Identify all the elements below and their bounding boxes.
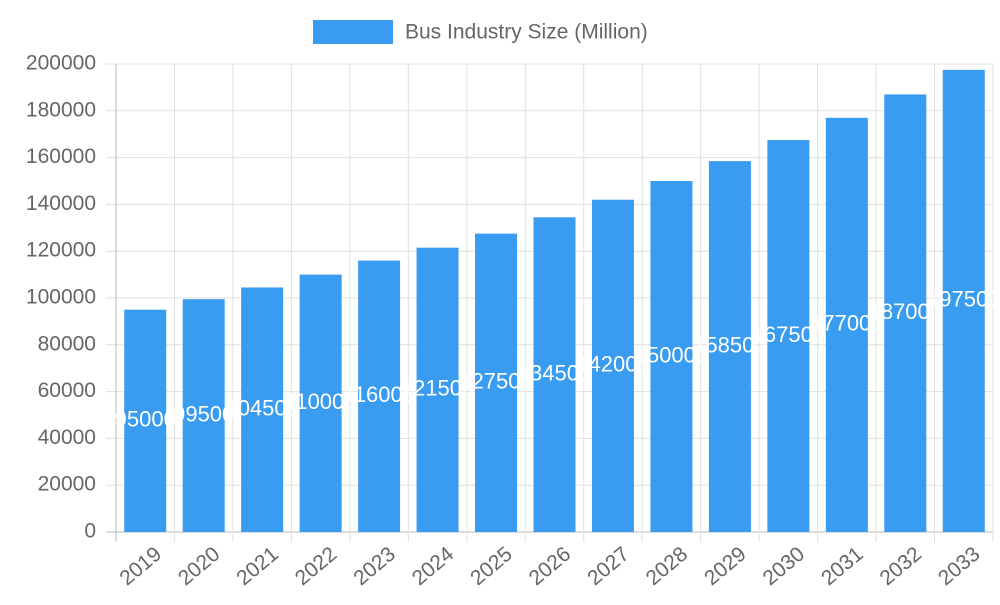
x-tick-label: 2033 <box>934 542 985 590</box>
bar <box>299 274 342 532</box>
data-label: 110000 <box>285 389 357 414</box>
bar <box>942 69 985 532</box>
bar <box>884 94 927 533</box>
x-tick-label: 2019 <box>115 542 166 590</box>
x-tick-label: 2024 <box>408 542 459 590</box>
y-tick-label: 60000 <box>38 379 96 402</box>
x-tick-label: 2029 <box>700 542 751 590</box>
x-tick-label: 2020 <box>174 542 225 590</box>
bar <box>358 260 401 532</box>
data-label: 142000 <box>576 352 649 377</box>
bar <box>124 309 167 532</box>
y-tick-label: 100000 <box>26 286 96 309</box>
bar <box>767 140 810 533</box>
bar <box>241 287 284 532</box>
y-tick-label: 160000 <box>26 145 96 168</box>
x-tick-label: 2028 <box>642 542 693 590</box>
data-label: 99500 <box>173 401 234 426</box>
data-label: 197500 <box>927 287 1000 312</box>
y-tick-label: 120000 <box>26 239 96 262</box>
x-tick-label: 2026 <box>525 542 576 590</box>
bar <box>182 299 225 532</box>
x-tick-label: 2022 <box>291 542 342 590</box>
x-tick-label: 2030 <box>759 542 810 590</box>
data-label: 116000 <box>343 382 415 407</box>
bar <box>708 161 751 533</box>
legend-swatch <box>313 20 393 44</box>
bar <box>650 181 693 532</box>
data-label: 167500 <box>752 322 825 347</box>
y-tick-label: 0 <box>84 520 96 543</box>
data-label: 127500 <box>459 369 532 394</box>
bar <box>591 199 634 532</box>
data-label: 121500 <box>401 376 474 401</box>
y-tick-label: 140000 <box>26 192 96 215</box>
legend-label: Bus Industry Size (Million) <box>405 21 648 44</box>
data-label: 104500 <box>225 396 298 421</box>
data-label: 134500 <box>518 360 591 385</box>
bar <box>825 117 868 532</box>
y-tick-label: 180000 <box>26 98 96 121</box>
bar <box>533 217 576 532</box>
data-label: 150000 <box>635 342 708 367</box>
data-label: 95000 <box>115 407 176 432</box>
y-tick-label: 80000 <box>38 332 96 355</box>
x-tick-label: 2023 <box>349 542 400 590</box>
x-tick-label: 2027 <box>583 542 634 590</box>
y-tick-label: 40000 <box>38 426 96 449</box>
data-label: 158500 <box>693 332 766 357</box>
x-tick-label: 2031 <box>817 542 868 590</box>
x-tick-label: 2032 <box>876 542 927 590</box>
y-tick-label: 20000 <box>38 473 96 496</box>
data-label: 177000 <box>810 311 883 336</box>
y-tick-label: 200000 <box>26 52 96 75</box>
bar <box>475 233 518 532</box>
data-label: 187000 <box>869 299 942 324</box>
x-tick-label: 2025 <box>466 542 517 590</box>
x-tick-label: 2021 <box>232 542 283 590</box>
bar <box>416 247 459 532</box>
